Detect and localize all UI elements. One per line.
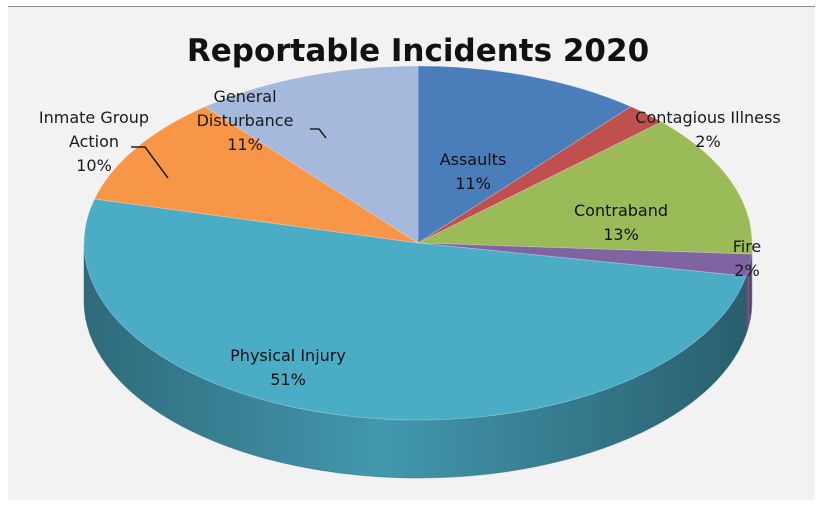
label-inmate-group-action-name: Inmate Group <box>39 108 149 127</box>
leader-inmate-group-action <box>131 146 169 179</box>
label-assaults-percent: 11% <box>455 174 491 193</box>
side-contraband-shade <box>751 243 752 313</box>
label-fire-percent: 2% <box>734 261 759 280</box>
side-fire-shade <box>746 254 752 335</box>
chart-title: Reportable Incidents 2020 <box>187 33 649 69</box>
slice-physical-injury <box>83 198 747 421</box>
slice-general-disturbance <box>204 65 419 244</box>
slice-contraband <box>417 121 753 255</box>
label-contagious-illness-percent: 2% <box>695 132 720 151</box>
label-contagious-illness-name: Contagious Illness <box>635 108 780 127</box>
pie-chart: Reportable Incidents 2020 Assaults 11% Con… <box>39 33 781 479</box>
slice-fire <box>417 242 752 277</box>
pie-slices <box>83 65 753 421</box>
slice-inmate-group-action <box>93 106 419 244</box>
pie-sides <box>83 243 753 479</box>
slice-contagious-illness <box>417 106 663 244</box>
leader-general-disturbance <box>310 128 327 139</box>
label-general-disturbance-name: General <box>213 87 276 106</box>
side-physical-injury-shade <box>84 243 747 479</box>
slice-assaults <box>417 65 632 244</box>
label-physical-injury-percent: 51% <box>270 370 306 389</box>
label-general-disturbance-name: Disturbance <box>197 111 294 130</box>
chart-frame: Reportable Incidents 2020 Assaults 11% Con… <box>8 6 815 500</box>
label-inmate-group-action-name: Action <box>69 132 119 151</box>
label-general-disturbance-percent: 11% <box>227 135 263 154</box>
label-physical-injury-name: Physical Injury <box>230 346 346 365</box>
label-assaults-name: Assaults <box>440 150 507 169</box>
slice-labels: Assaults 11% Contagious Illness 2% Contraban… <box>39 87 781 389</box>
pie-rim <box>83 243 753 479</box>
label-inmate-group-action-percent: 10% <box>76 156 112 175</box>
label-contraband-percent: 13% <box>603 225 639 244</box>
label-fire-name: Fire <box>733 237 762 256</box>
label-leaders <box>131 128 327 179</box>
label-contraband-name: Contraband <box>574 201 668 220</box>
